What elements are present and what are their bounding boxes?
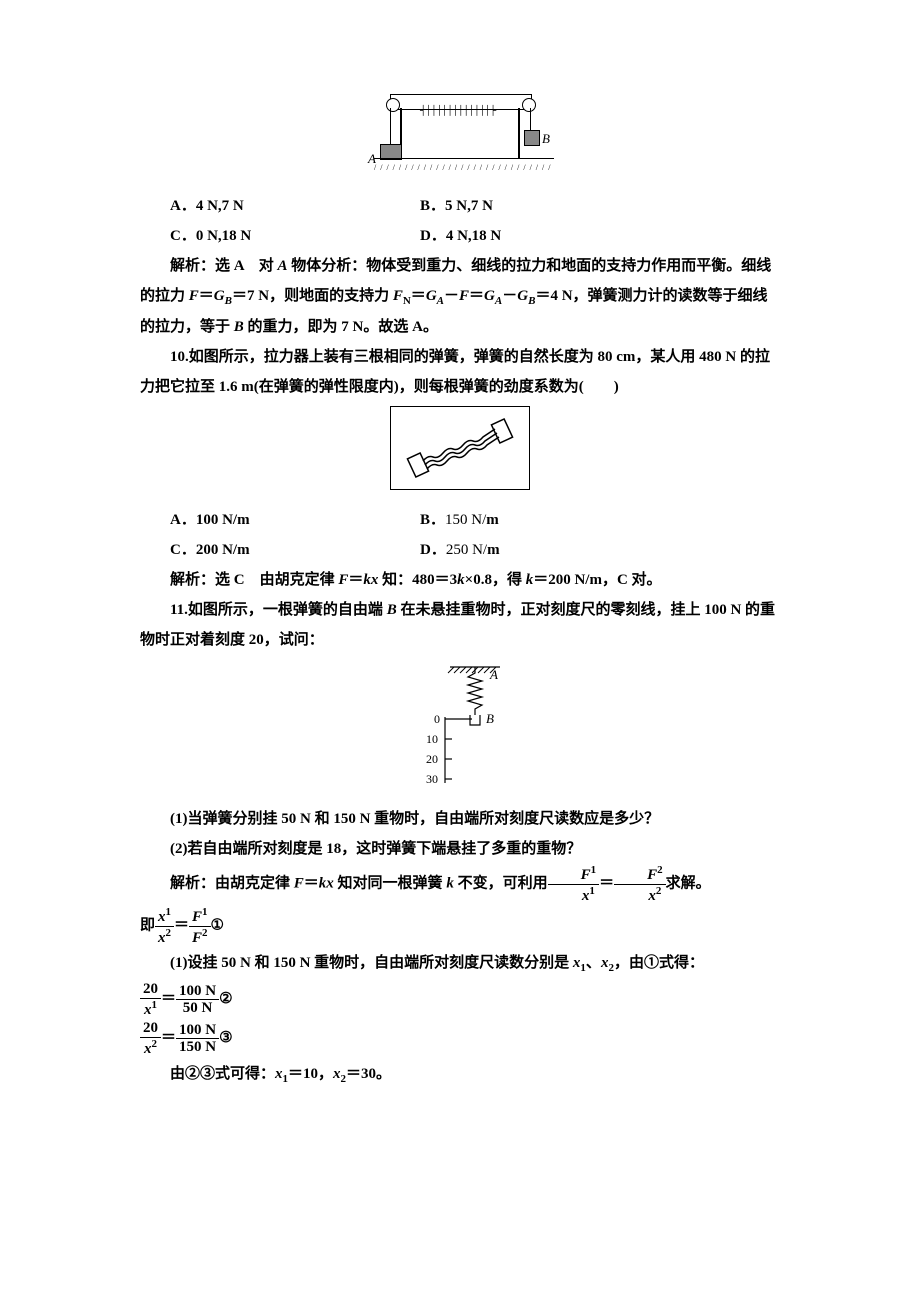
q11-sol-p2: 由②③式可得：x1＝10，x2＝30。 bbox=[140, 1059, 780, 1090]
q9-answer: 解析：选 A 对 A 物体分析：物体受到重力、细线的拉力和地面的支持力作用而平衡… bbox=[140, 251, 780, 342]
q11-figure: A B 0 10 20 30 bbox=[140, 659, 780, 800]
q9-opt-c: C．0 N,18 N bbox=[140, 221, 420, 251]
q10-figure bbox=[140, 406, 780, 501]
q10-opt-c: C．200 N/m bbox=[140, 535, 420, 565]
q9-figure: ┤││││││││││││├ A B / / / / / / / / / / /… bbox=[140, 94, 780, 187]
fig1-label-b: B bbox=[542, 126, 550, 152]
q11-eq3: 20x2＝100 N150 N③ bbox=[140, 1020, 780, 1057]
q11-stem: 11.如图所示，一根弹簧的自由端 B 在未悬挂重物时，正对刻度尺的零刻线，挂上 … bbox=[140, 595, 780, 655]
fig3-label-b: B bbox=[486, 711, 494, 726]
q9-options-row1: A．4 N,7 N B．5 N,7 N bbox=[140, 191, 780, 221]
q11-eq3-tail: ③ bbox=[219, 1030, 232, 1046]
q9-opt-b: B．5 N,7 N bbox=[420, 191, 780, 221]
q9-options-row2: C．0 N,18 N D．4 N,18 N bbox=[140, 221, 780, 251]
q9-ans-prefix: 解析：选 A 对 bbox=[170, 258, 278, 274]
fig3-label-a: A bbox=[489, 667, 498, 682]
q11-sol-p1: (1)设挂 50 N 和 150 N 重物时，自由端所对刻度尺读数分别是 x1、… bbox=[140, 948, 780, 979]
q11-sub2: (2)若自由端所对刻度是 18，这时弹簧下端悬挂了多重的重物？ bbox=[140, 834, 780, 864]
q11-sol-intro-tail: 求解。 bbox=[666, 875, 711, 891]
q9-opt-a: A．4 N,7 N bbox=[140, 191, 420, 221]
fig3-tick-20: 20 bbox=[426, 752, 438, 766]
q10-options-row2: C．200 N/m D．250 N/m bbox=[140, 535, 780, 565]
q11-sub1: (1)当弹簧分别挂 50 N 和 150 N 重物时，自由端所对刻度尺读数应是多… bbox=[140, 804, 780, 834]
q11-sol-intro: 解析：由胡克定律 F＝kx 知对同一根弹簧 k 不变，可利用F1x1＝F2x2求… bbox=[140, 864, 780, 904]
fig3-tick-0: 0 bbox=[434, 712, 440, 726]
q11-eq1-tail: ① bbox=[211, 917, 224, 933]
q10-answer: 解析：选 C 由胡克定律 F＝kx 知：480＝3k×0.8，得 k＝200 N… bbox=[140, 565, 780, 595]
fig3-tick-10: 10 bbox=[426, 732, 438, 746]
q10-options-row1: A．100 N/m B．150 N/m bbox=[140, 505, 780, 535]
fig3-tick-30: 30 bbox=[426, 772, 438, 786]
q11-eq2: 20x1＝100 N50 N② bbox=[140, 981, 780, 1018]
q11-eq2-tail: ② bbox=[219, 991, 232, 1007]
q9-ans-b2: ＝7 N，则地面的支持力 bbox=[232, 288, 393, 304]
q10-opt-a: A．100 N/m bbox=[140, 505, 420, 535]
q9-opt-d: D．4 N,18 N bbox=[420, 221, 780, 251]
q9-ans-b4: 的重力，即为 7 N。故选 A。 bbox=[244, 319, 438, 335]
q11-eq1: 即x1x2＝F1F2① bbox=[140, 906, 780, 946]
q10-stem: 10.如图所示，拉力器上装有三根相同的弹簧，弹簧的自然长度为 80 cm，某人用… bbox=[140, 342, 780, 402]
